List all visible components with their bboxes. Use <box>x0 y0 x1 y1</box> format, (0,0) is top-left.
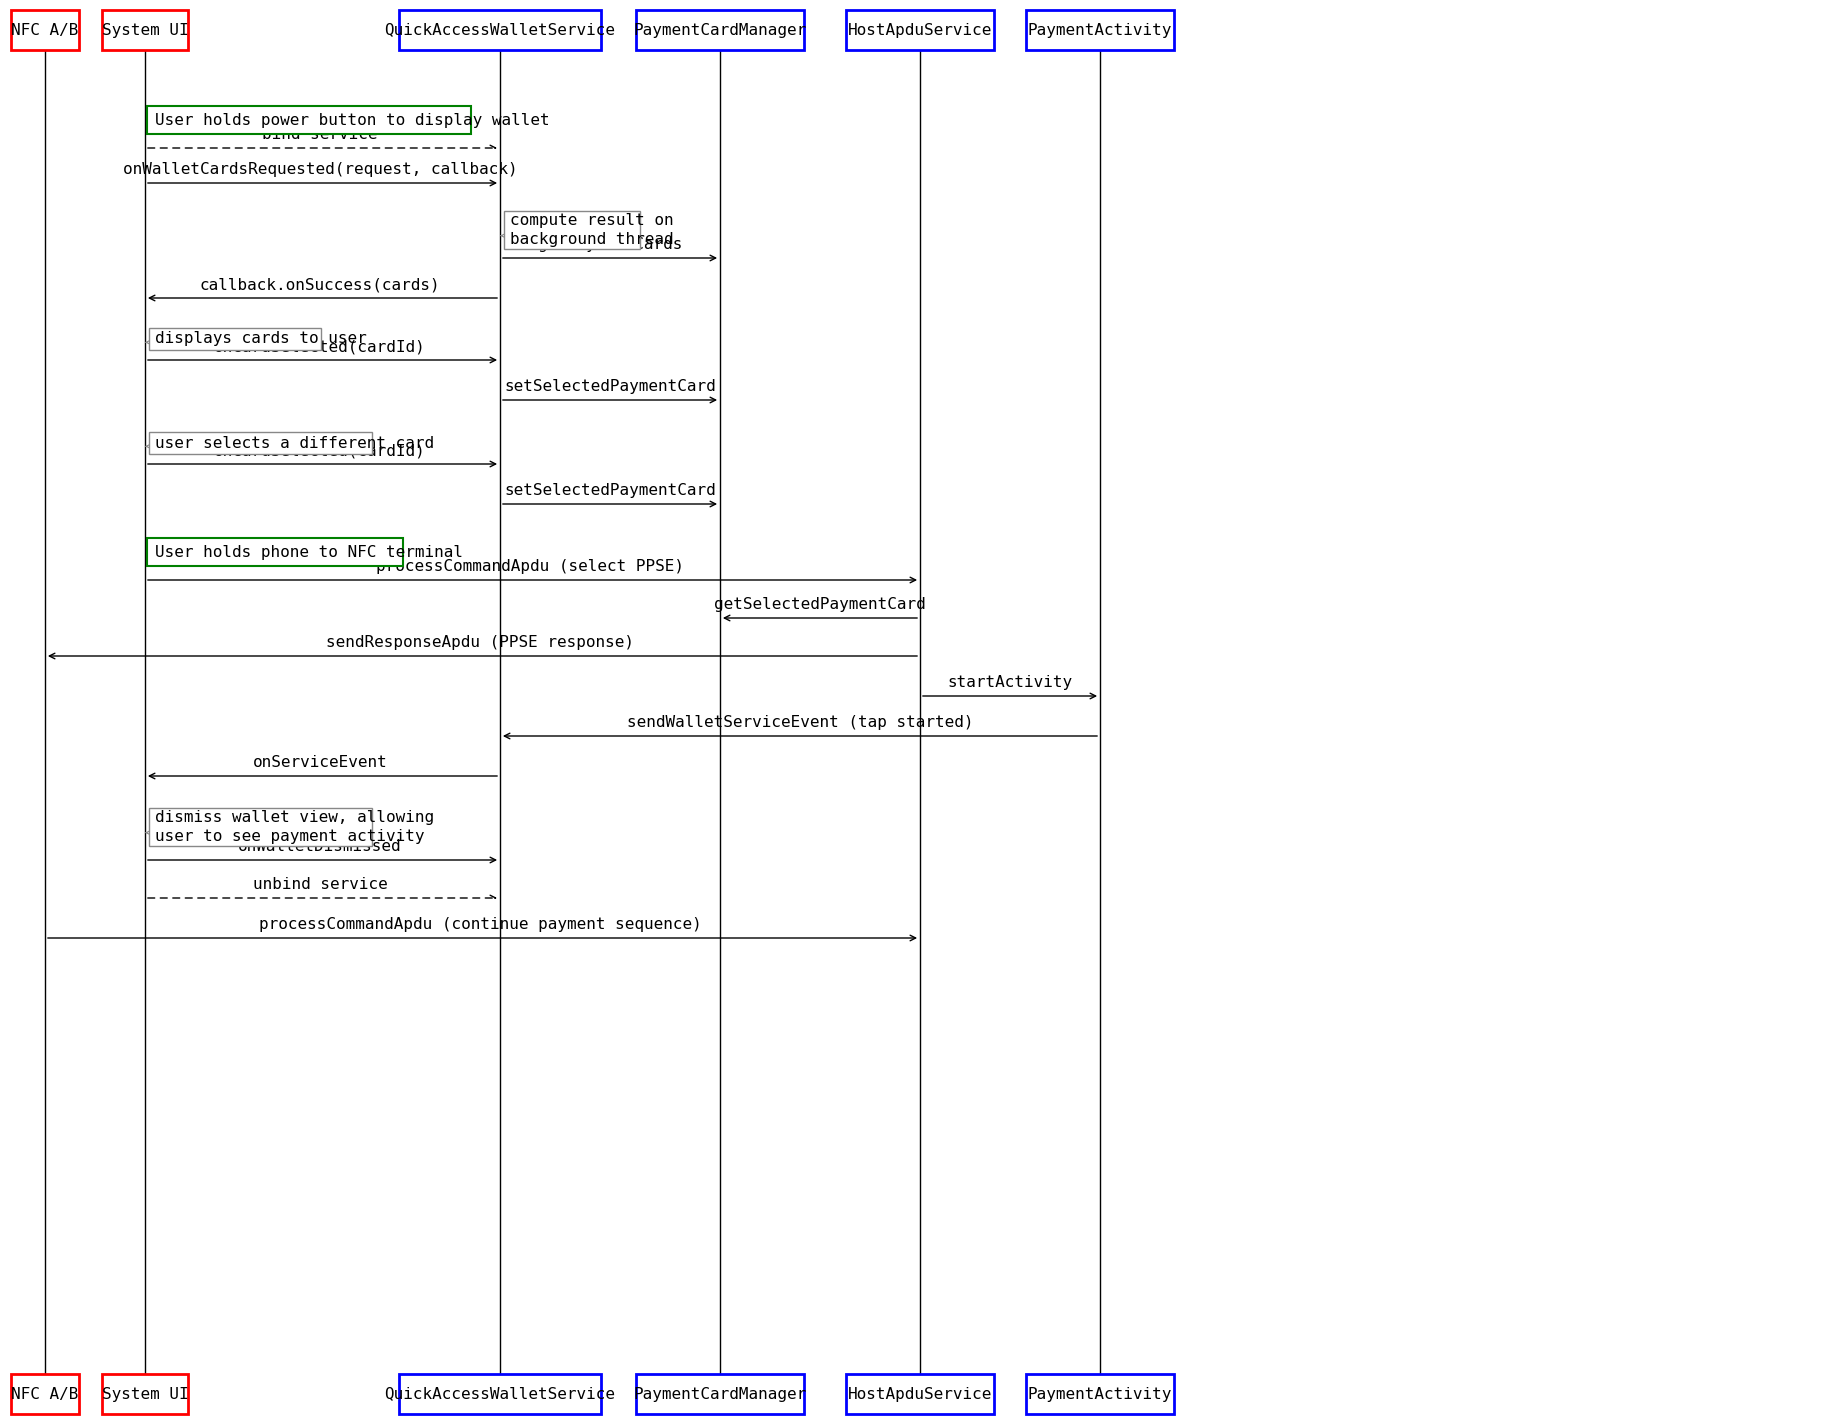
Text: User holds phone to NFC terminal: User holds phone to NFC terminal <box>155 544 463 560</box>
Text: sendResponseApdu (PPSE response): sendResponseApdu (PPSE response) <box>327 635 635 649</box>
Bar <box>399 1374 601 1414</box>
Bar <box>148 538 402 565</box>
Bar <box>399 10 601 50</box>
Text: QuickAccessWalletService: QuickAccessWalletService <box>384 1387 616 1401</box>
Text: onServiceEvent: onServiceEvent <box>253 755 387 770</box>
Text: displays cards to user: displays cards to user <box>155 332 367 346</box>
Bar <box>11 10 79 50</box>
Text: onCardSelected(cardId): onCardSelected(cardId) <box>214 443 426 459</box>
Bar <box>847 10 994 50</box>
Text: HostApduService: HostApduService <box>849 1387 993 1401</box>
Text: bind service: bind service <box>262 127 378 142</box>
Text: PaymentActivity: PaymentActivity <box>1028 1387 1172 1401</box>
Bar <box>847 1374 994 1414</box>
Text: PaymentCardManager: PaymentCardManager <box>633 1387 806 1401</box>
Text: System UI: System UI <box>101 1387 188 1401</box>
Bar <box>101 10 188 50</box>
Text: setSelectedPaymentCard: setSelectedPaymentCard <box>504 379 716 394</box>
Bar <box>1026 1374 1173 1414</box>
Text: onCardSelected(cardId): onCardSelected(cardId) <box>214 339 426 355</box>
Text: getPaymentCards: getPaymentCards <box>537 236 683 252</box>
Bar <box>149 807 373 846</box>
Text: PaymentActivity: PaymentActivity <box>1028 23 1172 37</box>
Bar <box>637 10 804 50</box>
Text: processCommandApdu (continue payment sequence): processCommandApdu (continue payment seq… <box>258 917 701 931</box>
Text: NFC A/B: NFC A/B <box>11 1387 79 1401</box>
Text: sendWalletServiceEvent (tap started): sendWalletServiceEvent (tap started) <box>627 715 974 731</box>
Text: setSelectedPaymentCard: setSelectedPaymentCard <box>504 483 716 498</box>
Text: User holds power button to display wallet: User holds power button to display walle… <box>155 112 550 128</box>
Bar <box>149 431 373 454</box>
Text: QuickAccessWalletService: QuickAccessWalletService <box>384 23 616 37</box>
Text: onWalletCardsRequested(request, callback): onWalletCardsRequested(request, callback… <box>122 162 517 177</box>
Bar <box>637 1374 804 1414</box>
Text: user selects a different card: user selects a different card <box>155 436 434 450</box>
Text: NFC A/B: NFC A/B <box>11 23 79 37</box>
Bar <box>11 1374 79 1414</box>
Text: onWalletDismissed: onWalletDismissed <box>238 839 402 854</box>
Bar <box>1026 10 1173 50</box>
Text: dismiss wallet view, allowing
user to see payment activity: dismiss wallet view, allowing user to se… <box>155 810 434 844</box>
Text: processCommandApdu (select PPSE): processCommandApdu (select PPSE) <box>376 560 684 574</box>
Text: compute result on
background thread: compute result on background thread <box>509 214 673 246</box>
Bar <box>149 328 321 350</box>
Text: unbind service: unbind service <box>253 877 387 891</box>
Text: getSelectedPaymentCard: getSelectedPaymentCard <box>714 597 926 612</box>
Bar <box>504 211 640 249</box>
Bar <box>101 1374 188 1414</box>
Text: PaymentCardManager: PaymentCardManager <box>633 23 806 37</box>
Text: System UI: System UI <box>101 23 188 37</box>
Bar <box>148 105 470 134</box>
Text: startActivity: startActivity <box>948 675 1072 691</box>
Text: callback.onSuccess(cards): callback.onSuccess(cards) <box>199 278 441 292</box>
Text: HostApduService: HostApduService <box>849 23 993 37</box>
